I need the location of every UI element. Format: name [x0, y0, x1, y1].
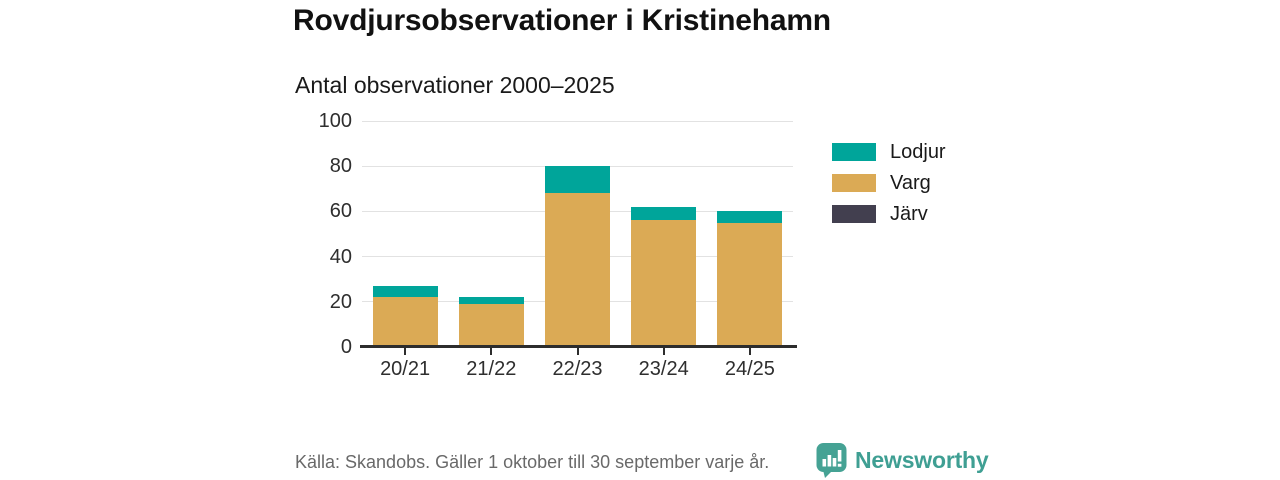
- x-axis-tick-label: 23/24: [638, 358, 689, 380]
- bar-23-24: [631, 121, 697, 347]
- bar-segment-lodjur: [631, 206, 697, 221]
- bar-segment-lodjur: [717, 211, 783, 223]
- x-axis-line: [360, 345, 797, 348]
- y-axis-tick-label: 60: [329, 200, 352, 223]
- bar-24-25: [717, 121, 783, 347]
- bar-20-21: [372, 121, 438, 347]
- legend-swatch: [832, 143, 876, 161]
- bar-22-23: [545, 121, 610, 347]
- x-axis-tick-label: 24/25: [724, 358, 775, 380]
- y-axis-tick-label: 20: [329, 290, 352, 313]
- gridline-y80: [362, 165, 793, 167]
- x-axis-tick-label: 22/23: [552, 358, 603, 380]
- bar-segment-varg: [545, 193, 610, 347]
- bar-21-22: [458, 121, 524, 347]
- x-axis-tick-label: 20/21: [380, 358, 431, 380]
- y-axis-tick-label: 80: [329, 155, 352, 178]
- y-axis-tick-label: 40: [329, 245, 352, 268]
- bar-segment-varg: [717, 222, 783, 347]
- x-axis-tick-label: 21/22: [466, 358, 517, 380]
- legend-item-jrv: Järv: [832, 202, 946, 225]
- legend: Lodjur Varg Järv: [832, 140, 946, 236]
- bar-segment-varg: [458, 304, 524, 345]
- legend-label: Järv: [890, 202, 928, 225]
- newsworthy-brand: Newsworthy: [816, 442, 989, 478]
- x-axis-tick: [748, 347, 751, 355]
- plot-area: 0 20 40 60 80 100 20/21 21/22 22/23 23/24 24/25: [319, 110, 797, 380]
- legend-label: Varg: [890, 171, 931, 194]
- source-note: Källa: Skandobs. Gäller 1 oktober till 3…: [295, 452, 770, 472]
- legend-item-lodjur: Lodjur: [832, 140, 946, 163]
- legend-swatch: [832, 174, 876, 192]
- x-axis-tick: [576, 347, 579, 355]
- x-axis-tick: [490, 347, 493, 355]
- chart-subtitle: Antal observationer 2000–2025: [295, 72, 615, 98]
- legend-label: Lodjur: [890, 140, 946, 163]
- newsworthy-logo-icon: [816, 442, 847, 478]
- bar-segment-lodjur: [372, 285, 438, 298]
- legend-swatch: [832, 205, 876, 223]
- bar-segment-lodjur: [545, 166, 610, 194]
- y-axis-tick-label: 0: [340, 336, 352, 358]
- bar-segment-varg: [372, 297, 438, 347]
- gridline-y100: [362, 120, 793, 122]
- x-axis-tick: [662, 347, 665, 355]
- x-axis-tick: [404, 347, 407, 355]
- chart-title: Rovdjursobservationer i Kristinehamn: [293, 4, 831, 37]
- brand-name: Newsworthy: [855, 446, 989, 473]
- bar-segment-lodjur: [458, 297, 524, 305]
- y-axis-tick-label: 100: [318, 110, 352, 132]
- legend-item-varg: Varg: [832, 171, 946, 194]
- bar-segment-varg: [631, 220, 697, 347]
